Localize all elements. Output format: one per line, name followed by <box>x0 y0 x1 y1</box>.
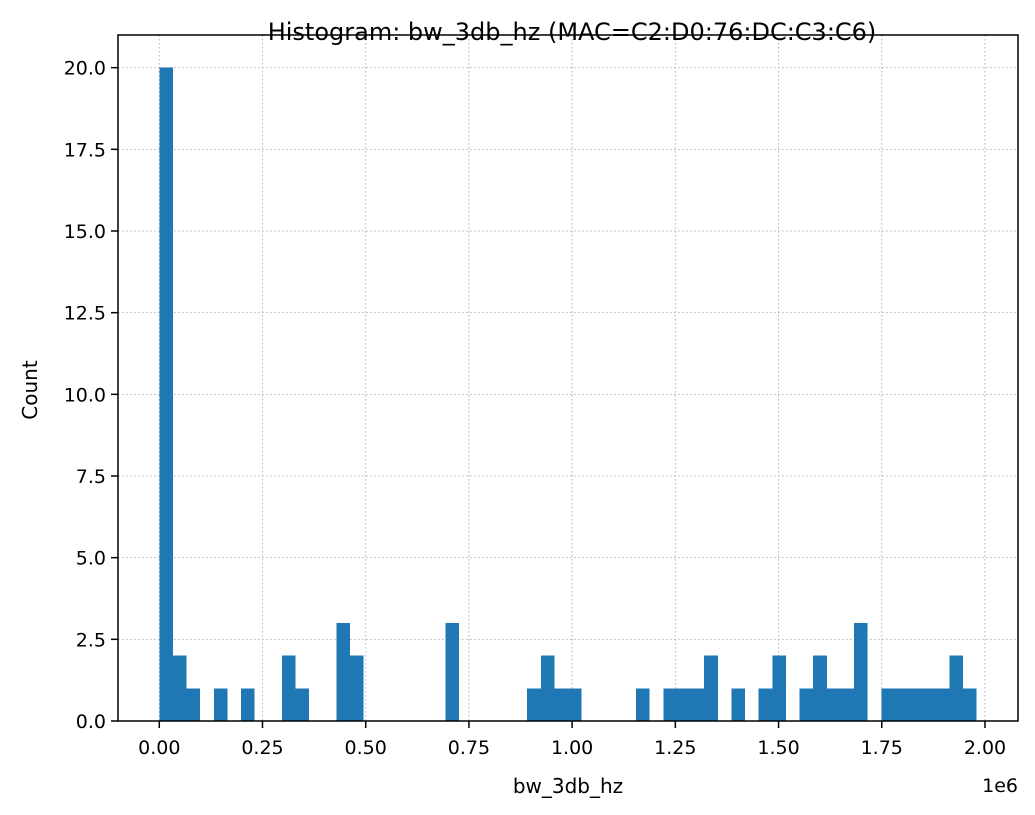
histogram-bar <box>813 655 827 721</box>
histogram-bar <box>350 655 364 721</box>
x-tick-label: 2.00 <box>964 737 1006 759</box>
histogram-bar <box>772 655 786 721</box>
x-tick-label: 1.25 <box>654 737 696 759</box>
histogram-bar <box>213 688 228 721</box>
x-tick-label: 1.75 <box>861 737 903 759</box>
x-tick-label: 0.75 <box>448 737 490 759</box>
grid-layer <box>118 35 1018 722</box>
y-tick-label: 15.0 <box>64 221 106 243</box>
histogram-bar <box>840 688 855 721</box>
y-tick-label: 0.0 <box>76 711 106 733</box>
histogram-bar <box>854 623 868 721</box>
histogram-bar <box>159 67 173 721</box>
histogram-bar <box>186 688 201 721</box>
x-tick-label: 1.00 <box>551 737 593 759</box>
histogram-bar <box>731 688 746 721</box>
y-tick-label: 2.5 <box>76 629 106 651</box>
histogram-bar <box>935 688 950 721</box>
histogram-bar <box>527 688 541 721</box>
histogram-bar <box>568 688 582 721</box>
chart-title: Histogram: bw_3db_hz (MAC=C2:D0:76:DC:C3… <box>268 18 877 46</box>
histogram-bar <box>281 655 296 721</box>
histogram-bar <box>704 655 718 721</box>
x-tick-label: 0.50 <box>345 737 387 759</box>
x-axis-offset-label: 1e6 <box>982 775 1018 797</box>
histogram-bar <box>172 655 187 721</box>
histogram-bar <box>949 655 964 721</box>
y-tick-label: 10.0 <box>64 384 106 406</box>
histogram-bar <box>922 688 936 721</box>
histogram-bar <box>758 688 773 721</box>
histogram-bar <box>241 688 255 721</box>
y-axis-label: Count <box>18 360 42 420</box>
bars-layer <box>159 67 977 721</box>
plot-frame <box>117 34 1019 722</box>
histogram-bar <box>894 688 909 721</box>
histogram-bar <box>445 623 460 721</box>
histogram-bar <box>826 688 841 721</box>
histogram-bar <box>336 623 351 721</box>
x-tick-label: 0.25 <box>241 737 283 759</box>
histogram-bar <box>663 688 677 721</box>
y-tick-label: 12.5 <box>64 303 106 325</box>
ticks-layer: 0.00 0.25 0.50 0.75 1.00 1.25 1.50 1.75 2.00 0.0 2… <box>64 58 1006 759</box>
histogram-bar <box>963 688 977 721</box>
histogram-bar <box>908 688 923 721</box>
y-tick-label: 7.5 <box>76 466 106 488</box>
histogram-bar <box>295 688 310 721</box>
y-tick-label: 5.0 <box>76 548 106 570</box>
y-tick-label: 17.5 <box>64 139 106 161</box>
histogram-bar <box>554 688 568 721</box>
y-tick-label: 20.0 <box>64 58 106 80</box>
histogram-bar <box>540 655 555 721</box>
x-axis-label: bw_3db_hz <box>513 774 623 798</box>
histogram-bar <box>799 688 814 721</box>
x-tick-label: 1.50 <box>757 737 799 759</box>
histogram-bar <box>690 688 705 721</box>
x-tick-label: 0.00 <box>138 737 180 759</box>
histogram-bar <box>676 688 691 721</box>
histogram-bar <box>636 688 650 721</box>
histogram-bar <box>881 688 895 721</box>
